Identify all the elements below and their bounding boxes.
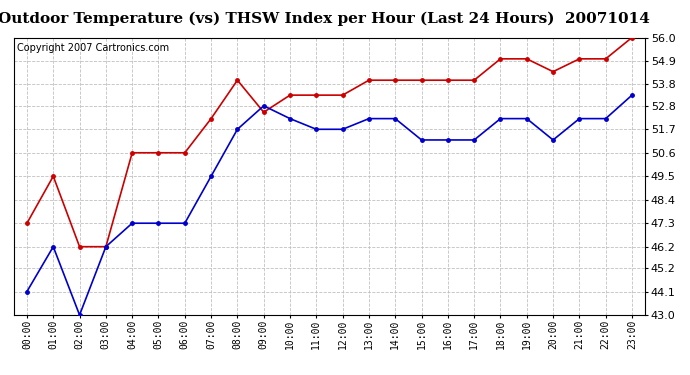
Text: Copyright 2007 Cartronics.com: Copyright 2007 Cartronics.com <box>17 43 169 53</box>
Text: Outdoor Temperature (vs) THSW Index per Hour (Last 24 Hours)  20071014: Outdoor Temperature (vs) THSW Index per … <box>0 11 650 26</box>
